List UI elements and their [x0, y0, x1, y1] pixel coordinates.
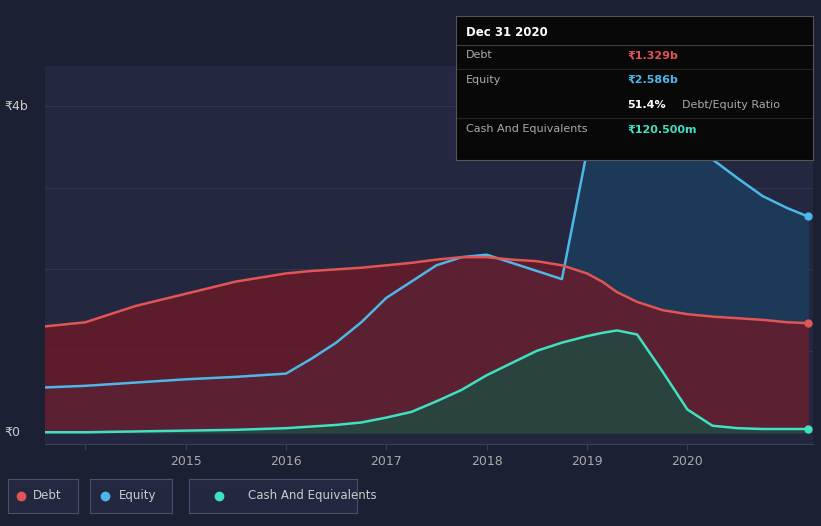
Text: 51.4%: 51.4%	[627, 100, 666, 110]
Text: ₹2.586b: ₹2.586b	[627, 75, 678, 85]
Text: ₹4b: ₹4b	[4, 100, 28, 113]
Text: ₹120.500m: ₹120.500m	[627, 124, 696, 134]
Text: ₹1.329b: ₹1.329b	[627, 50, 678, 60]
Text: Debt: Debt	[33, 489, 62, 502]
Text: Dec 31 2020: Dec 31 2020	[466, 26, 548, 39]
Text: Equity: Equity	[119, 489, 157, 502]
Text: Debt/Equity Ratio: Debt/Equity Ratio	[682, 100, 781, 110]
Text: Equity: Equity	[466, 75, 502, 85]
Text: Cash And Equivalents: Cash And Equivalents	[466, 124, 588, 134]
Text: Debt: Debt	[466, 50, 493, 60]
Text: ₹0: ₹0	[4, 426, 20, 439]
Text: Cash And Equivalents: Cash And Equivalents	[248, 489, 376, 502]
